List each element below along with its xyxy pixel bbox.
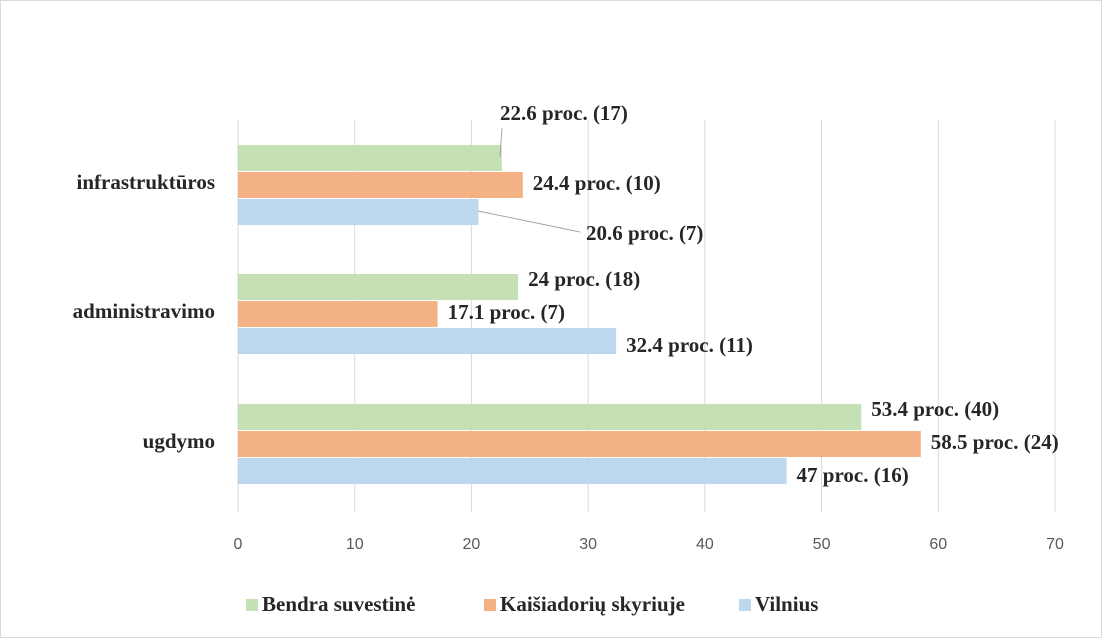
bar bbox=[238, 274, 519, 300]
legend-label: Bendra suvestinė bbox=[262, 592, 415, 616]
bar bbox=[238, 328, 617, 354]
legend-label: Vilnius bbox=[755, 592, 818, 616]
category-label: administravimo bbox=[73, 299, 215, 323]
x-tick-label: 30 bbox=[579, 536, 597, 553]
value-label: 32.4 proc. (11) bbox=[626, 333, 753, 357]
bar bbox=[238, 172, 523, 198]
value-label: 47 proc. (16) bbox=[797, 463, 909, 487]
category-label: ugdymo bbox=[143, 429, 215, 453]
value-label: 58.5 proc. (24) bbox=[931, 430, 1059, 454]
bar bbox=[238, 199, 479, 225]
bar bbox=[238, 301, 438, 327]
bar bbox=[238, 458, 787, 484]
x-tick-label: 70 bbox=[1046, 536, 1064, 553]
value-label: 24 proc. (18) bbox=[528, 267, 640, 291]
legend-swatch bbox=[484, 599, 496, 611]
value-label: 53.4 proc. (40) bbox=[871, 397, 999, 421]
legend-label: Kaišiadorių skyriuje bbox=[500, 592, 685, 616]
leader-line bbox=[477, 210, 581, 233]
value-label: 20.6 proc. (7) bbox=[586, 221, 703, 245]
legend-swatch bbox=[739, 599, 751, 611]
x-tick-label: 50 bbox=[813, 536, 831, 553]
x-tick-label: 40 bbox=[696, 536, 714, 553]
leader-line bbox=[499, 127, 503, 158]
value-label: 22.6 proc. (17) bbox=[500, 101, 628, 125]
x-tick-label: 20 bbox=[463, 536, 481, 553]
bar bbox=[238, 431, 921, 457]
bar bbox=[238, 145, 502, 171]
x-tick-label: 60 bbox=[929, 536, 947, 553]
category-label: infrastruktūros bbox=[77, 170, 215, 194]
bar bbox=[238, 404, 862, 430]
value-label: 17.1 proc. (7) bbox=[448, 300, 565, 324]
legend-swatch bbox=[246, 599, 258, 611]
x-tick-label: 10 bbox=[346, 536, 364, 553]
x-tick-label: 0 bbox=[234, 536, 243, 553]
value-label: 24.4 proc. (10) bbox=[533, 171, 661, 195]
